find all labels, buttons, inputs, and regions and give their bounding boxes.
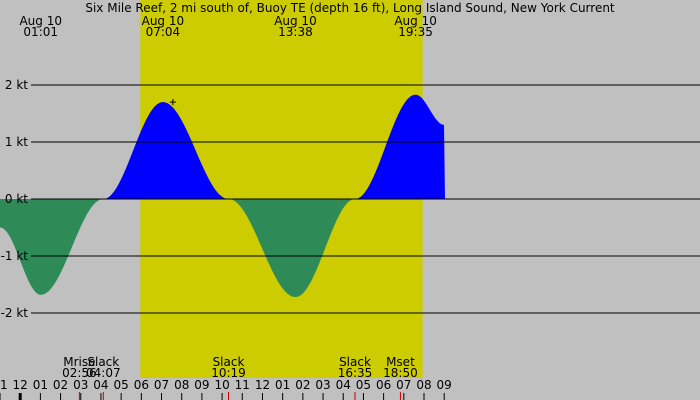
extremum-time-label-3: 19:35 — [398, 25, 433, 39]
slack-event-time-2: 16:35 — [338, 366, 373, 380]
hour-tick-label: 04 — [336, 378, 351, 392]
hour-tick-label: 05 — [356, 378, 371, 392]
y-tick-label: 1 kt — [5, 135, 28, 149]
hour-tick-label: 11 — [235, 378, 250, 392]
hour-tick-label: 02 — [295, 378, 310, 392]
hour-tick-label: 01 — [275, 378, 290, 392]
hour-tick-label: 08 — [174, 378, 189, 392]
moon-event-time-4: 18:50 — [383, 366, 418, 380]
hour-tick-label: 02 — [53, 378, 68, 392]
slack-event-time-1: 10:19 — [211, 366, 246, 380]
extremum-date-label-2: Aug 10 — [274, 14, 317, 28]
ebb-area-2 — [229, 198, 356, 298]
ebb-area-0 — [0, 198, 104, 295]
chart-title: Six Mile Reef, 2 mi south of, Buoy TE (d… — [85, 1, 615, 15]
slack-event-time-0: 04:07 — [86, 366, 121, 380]
hour-tick-label: 06 — [376, 378, 391, 392]
hour-tick-label: 03 — [315, 378, 330, 392]
slack-event-label-2: Slack — [339, 355, 371, 369]
slack-event-label-0: Slack — [87, 355, 119, 369]
extremum-time-label-2: 13:38 — [278, 25, 313, 39]
hour-tick-label: 07 — [154, 378, 169, 392]
hour-tick-label: 12 — [13, 378, 28, 392]
y-tick-label: -1 kt — [1, 249, 29, 263]
moon-event-time-3: 02:56 — [62, 366, 97, 380]
extremum-date-label-1: Aug 10 — [142, 14, 185, 28]
hour-tick-label: 12 — [255, 378, 270, 392]
hour-tick-label: 05 — [114, 378, 129, 392]
hour-tick-label: 01 — [33, 378, 48, 392]
hour-tick-label: 09 — [194, 378, 209, 392]
extremum-date-label-0: Aug 10 — [19, 14, 62, 28]
time-axis-layer: 11 12 01 02 03 04 05 06 07 08 09 10 11 12 01 02 03 04 05 06… — [0, 378, 452, 400]
extremum-time-label-0: 01:01 — [23, 25, 58, 39]
flood-area-3 — [356, 94, 700, 199]
y-tick-label: -2 kt — [1, 306, 29, 320]
flood-area-1 — [104, 102, 229, 200]
slack-event-label-1: Slack — [213, 355, 245, 369]
hour-tick-label: 10 — [214, 378, 229, 392]
gridline-layer — [31, 84, 700, 314]
current-area-layer — [0, 94, 700, 298]
hour-tick-label: 07 — [396, 378, 411, 392]
label-layer: Six Mile Reef, 2 mi south of, Buoy TE (d… — [1, 1, 615, 380]
moon-event-label-3: Mrise — [63, 355, 95, 369]
hour-tick-label: 06 — [134, 378, 149, 392]
hour-tick-label: 03 — [73, 378, 88, 392]
hour-tick-label: 11 — [0, 378, 8, 392]
y-tick-label: 0 kt — [5, 192, 28, 206]
moon-event-label-4: Mset — [386, 355, 415, 369]
y-tick-label: 2 kt — [5, 78, 28, 92]
hour-tick-label: 04 — [93, 378, 108, 392]
extremum-date-label-3: Aug 10 — [394, 14, 437, 28]
hour-tick-label: 08 — [416, 378, 431, 392]
hour-tick-label: 09 — [437, 378, 452, 392]
extremum-time-label-1: 07:04 — [146, 25, 181, 39]
